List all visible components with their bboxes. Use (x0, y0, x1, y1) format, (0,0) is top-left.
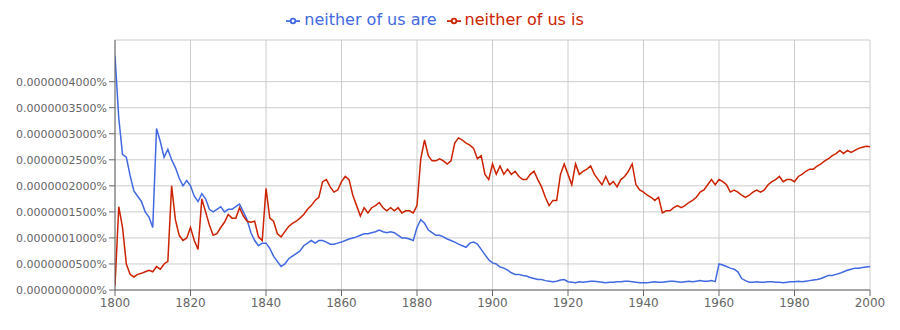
svg-text:1900: 1900 (477, 296, 508, 310)
svg-text:0.0000000500%: 0.0000000500% (16, 258, 107, 271)
svg-text:1820: 1820 (175, 296, 206, 310)
svg-text:0.0000001000%: 0.0000001000% (16, 232, 107, 245)
svg-text:0.0000003500%: 0.0000003500% (16, 102, 107, 115)
html-text:neither of us are: neither of us are (304, 10, 437, 29)
svg-text:1940: 1940 (628, 296, 659, 310)
svg-text:1800: 1800 (100, 296, 131, 310)
svg-text:0.0000002000%: 0.0000002000% (16, 180, 107, 193)
svg-text:0.0000001500%: 0.0000001500% (16, 206, 107, 219)
svg-text:2000: 2000 (855, 296, 886, 310)
svg-text:1960: 1960 (704, 296, 735, 310)
html-text:neither of us is: neither of us is (464, 10, 584, 29)
svg-text:0.0000000000%: 0.0000000000% (16, 284, 107, 297)
svg-text:1840: 1840 (251, 296, 282, 310)
svg-text:0.0000002500%: 0.0000002500% (16, 154, 107, 167)
svg-text:0.0000003000%: 0.0000003000% (16, 128, 107, 141)
svg-text:1860: 1860 (326, 296, 357, 310)
svg-text:1980: 1980 (779, 296, 810, 310)
svg-text:1920: 1920 (553, 296, 584, 310)
svg-text:0.0000004000%: 0.0000004000% (16, 76, 107, 89)
svg-text:1880: 1880 (402, 296, 433, 310)
